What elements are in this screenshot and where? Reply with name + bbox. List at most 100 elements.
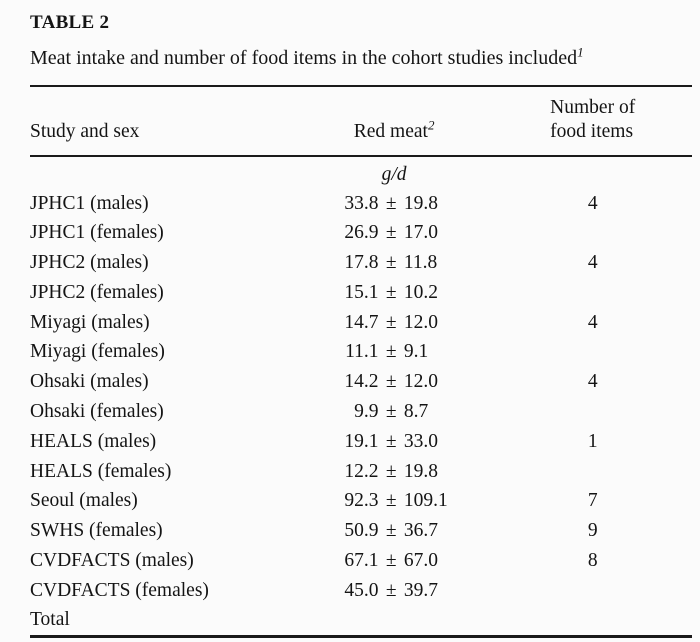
mean-value: 14.2	[344, 371, 379, 393]
mean-value: 50.9	[344, 520, 379, 542]
plus-minus-sign: ±	[385, 192, 397, 214]
sd-value: 10.2	[403, 281, 438, 303]
food-items-cell	[493, 605, 692, 636]
col-header-food-items: Number of food items	[493, 86, 692, 157]
mean-sd-value: 14.7 ±12.0	[334, 311, 455, 335]
food-items-cell: 4	[587, 192, 598, 214]
plus-minus-sign: ±	[385, 311, 397, 333]
table-row: Total	[30, 605, 692, 636]
food-items-cell	[493, 337, 692, 367]
mean-sd-value: 92.3 ±109.1	[334, 489, 455, 513]
table-row: HEALS (males) 19.1 ±33.0 1	[30, 427, 692, 457]
study-cell: JPHC2 (females)	[30, 281, 164, 303]
table-row: Miyagi (females) 11.1 ±9.1	[30, 337, 692, 367]
mean-value: 92.3	[344, 490, 379, 512]
table-row: CVDFACTS (males) 67.1 ±67.0 8	[30, 546, 692, 576]
food-items-header-line2: food items	[550, 121, 634, 143]
table-row: SWHS (females) 50.9 ±36.7 9	[30, 516, 692, 546]
table-row: HEALS (females) 12.2 ±19.8	[30, 457, 692, 487]
plus-minus-sign: ±	[385, 371, 397, 393]
mean-sd-value: 14.2 ±12.0	[334, 370, 455, 394]
mean-value: 26.9	[344, 222, 379, 244]
red-meat-cell: 14.2 ±12.0	[295, 367, 494, 397]
col-header-study-and-sex: Study and sex	[30, 86, 295, 157]
food-items-header-block: Number of food items	[550, 96, 635, 145]
red-meat-cell: 17.8 ±11.8	[295, 248, 494, 278]
food-items-cell: 4	[587, 311, 598, 333]
header-row: Study and sex Red meat2 Number of food it…	[30, 86, 692, 157]
study-cell: SWHS (females)	[30, 520, 163, 542]
units-row: g/d	[30, 156, 692, 189]
units-label: g/d	[381, 163, 407, 185]
sd-value: 67.0	[403, 549, 438, 571]
plus-minus-sign: ±	[385, 460, 397, 482]
food-items-cell: 4	[587, 252, 598, 274]
mean-value: 12.2	[344, 460, 379, 482]
mean-value: 17.8	[344, 252, 379, 274]
red-meat-header-text: Red meat	[353, 121, 428, 143]
sd-value: 109.1	[403, 490, 448, 512]
data-table: Study and sex Red meat2 Number of food it…	[30, 85, 692, 639]
study-cell: Total	[30, 609, 70, 631]
study-cell: Seoul (males)	[30, 490, 138, 512]
mean-sd-value: 12.2 ±19.8	[334, 460, 455, 484]
plus-minus-sign: ±	[385, 549, 397, 571]
food-items-cell: 7	[587, 490, 598, 512]
sd-value: 19.8	[403, 192, 438, 214]
red-meat-cell: 92.3 ±109.1	[295, 486, 494, 516]
red-meat-cell: 12.2 ±19.8	[295, 457, 494, 487]
mean-sd-value: 11.1 ±9.1	[334, 340, 455, 364]
red-meat-cell: 45.0 ±39.7	[295, 576, 494, 606]
col-header-red-meat: Red meat2	[294, 86, 494, 157]
table-header: Study and sex Red meat2 Number of food it…	[30, 86, 692, 157]
red-meat-cell: 67.1 ±67.0	[295, 546, 494, 576]
food-items-cell: 4	[587, 371, 598, 393]
mean-sd-value: 67.1 ±67.0	[334, 549, 455, 573]
red-meat-cell: 50.9 ±36.7	[295, 516, 494, 546]
sd-value: 12.0	[403, 371, 438, 393]
mean-sd-value: 19.1 ±33.0	[334, 430, 455, 454]
sd-value: 36.7	[403, 520, 438, 542]
table-row: Ohsaki (females) 9.9 ±8.7	[30, 397, 692, 427]
table-row: Seoul (males) 92.3 ±109.1 7	[30, 486, 692, 516]
red-meat-cell	[295, 605, 494, 636]
food-items-cell	[493, 576, 692, 606]
sd-value: 8.7	[403, 401, 429, 422]
mean-value: 19.1	[344, 430, 379, 452]
plus-minus-sign: ±	[385, 341, 397, 363]
mean-value: 33.8	[344, 192, 379, 214]
study-cell: Ohsaki (males)	[30, 371, 149, 393]
food-items-cell	[493, 278, 692, 308]
plus-minus-sign: ±	[385, 401, 397, 422]
table-title: TABLE 2	[30, 12, 110, 33]
mean-sd-value: 9.9 ±8.7	[334, 400, 455, 424]
table-row: Miyagi (males) 14.7 ±12.0 4	[30, 308, 692, 338]
table-row: JPHC2 (males) 17.8 ±11.8 4	[30, 248, 692, 278]
table-row: Ohsaki (males) 14.2 ±12.0 4	[30, 367, 692, 397]
sd-value: 39.7	[403, 579, 438, 601]
sd-value: 12.0	[403, 311, 438, 333]
mean-value: 11.1	[345, 341, 379, 363]
sd-value: 11.8	[403, 252, 438, 274]
food-items-cell: 1	[587, 430, 598, 452]
food-items-cell	[493, 457, 692, 487]
study-cell: HEALS (females)	[30, 460, 172, 482]
mean-value: 9.9	[354, 401, 379, 422]
plus-minus-sign: ±	[385, 520, 397, 542]
study-cell: Miyagi (females)	[30, 341, 165, 363]
food-items-cell	[493, 397, 692, 427]
units-row-empty-cell	[30, 156, 295, 189]
red-meat-cell: 33.8 ±19.8	[295, 189, 494, 219]
plus-minus-sign: ±	[385, 430, 397, 452]
table-body: g/d JPHC1 (males) 33.8 ±19.8 4 JPHC1 (female…	[30, 156, 692, 637]
food-items-cell: 9	[587, 520, 598, 542]
mean-value: 45.0	[344, 579, 379, 601]
study-cell: Miyagi (males)	[30, 311, 150, 333]
mean-value: 67.1	[344, 549, 379, 571]
sd-value: 9.1	[403, 341, 429, 363]
study-cell: JPHC2 (males)	[30, 252, 149, 274]
study-cell: CVDFACTS (males)	[30, 549, 194, 571]
mean-sd-value: 33.8 ±19.8	[334, 192, 455, 216]
study-cell: JPHC1 (males)	[30, 192, 149, 214]
red-meat-superscript: 2	[427, 117, 435, 133]
